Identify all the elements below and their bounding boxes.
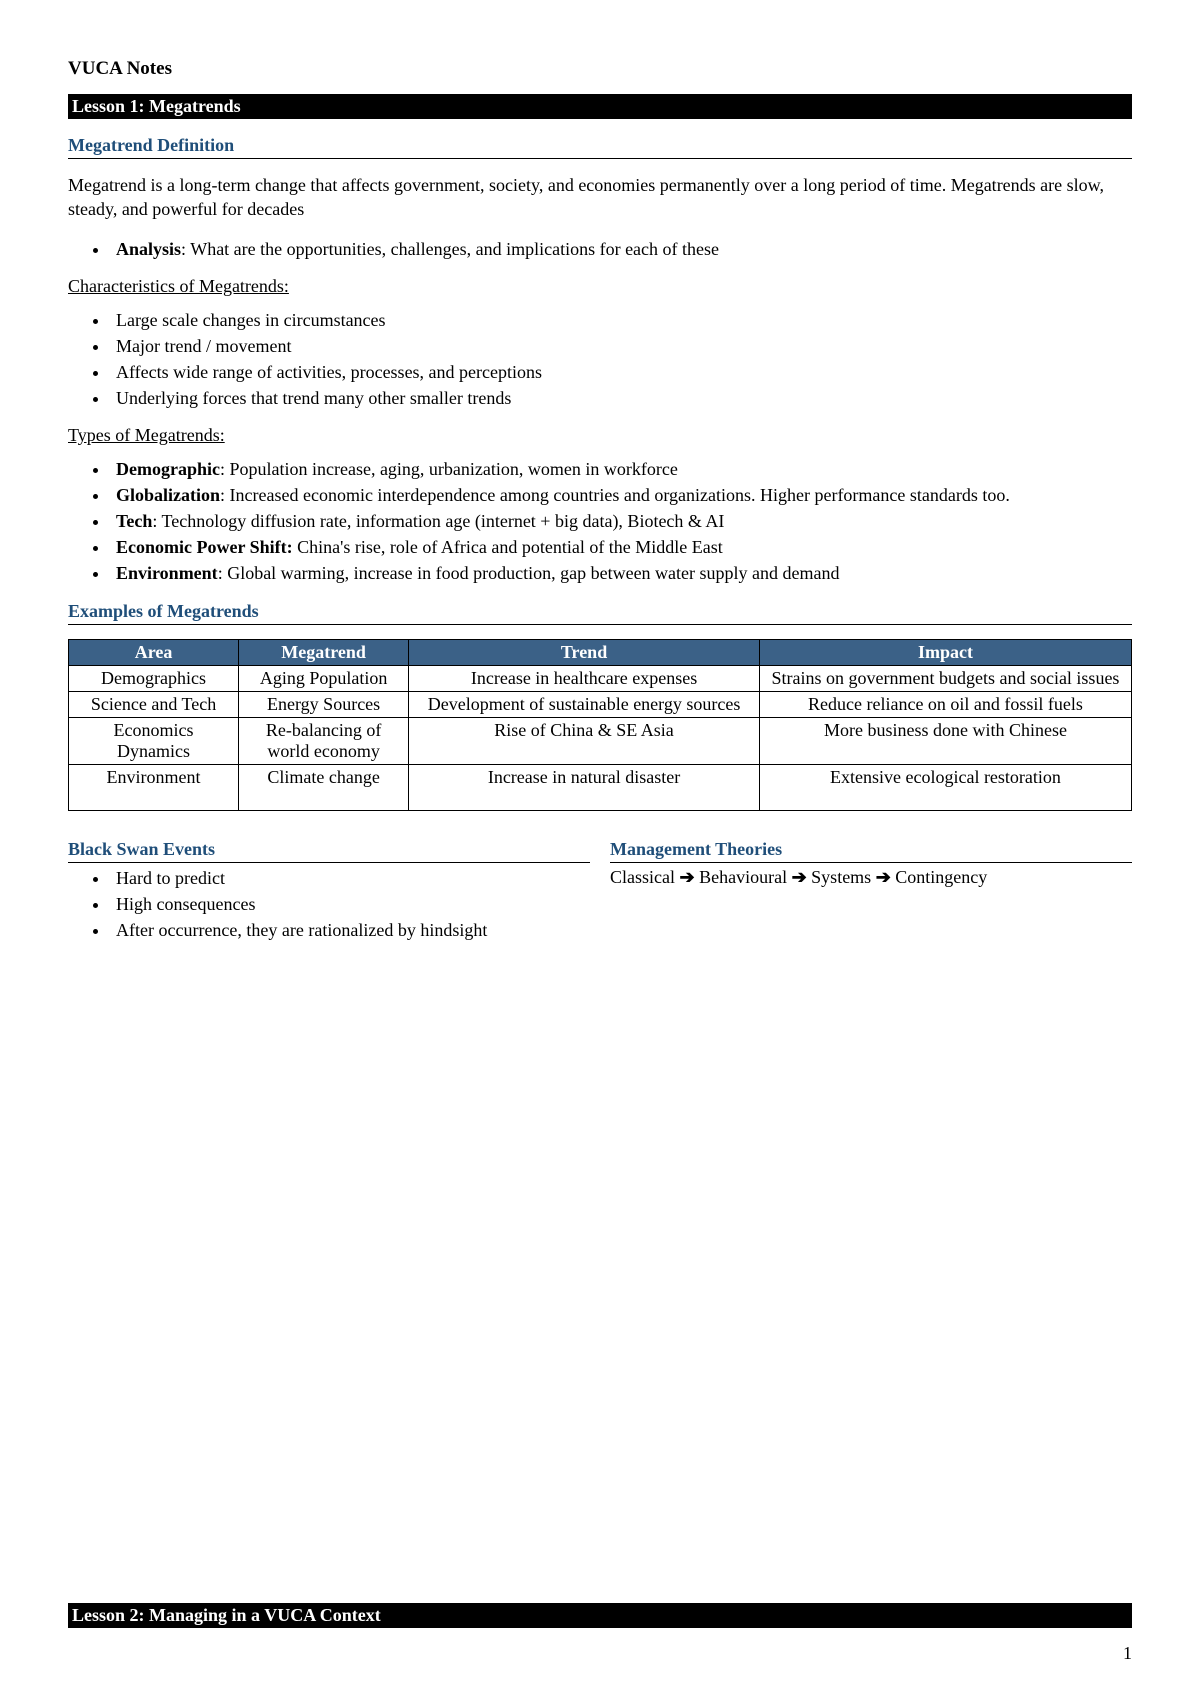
table-header-cell: Area [69,639,239,665]
document-title: VUCA Notes [68,58,1132,80]
mgmt-chain-item: Classical [610,867,675,887]
analysis-text: : What are the opportunities, challenges… [181,239,719,259]
lesson-1-header-bar: Lesson 1: Megatrends [68,94,1132,119]
type-text: : Global warming, increase in food produ… [218,563,840,583]
list-item: Major trend / movement [110,333,1132,359]
list-item: Environment: Global warming, increase in… [110,560,1132,586]
section-heading-blackswan: Black Swan Events [68,839,590,863]
page-number: 1 [1123,1643,1132,1664]
list-item: Hard to predict [110,865,590,891]
table-cell: More business done with Chinese [759,717,1131,764]
list-item: Large scale changes in circumstances [110,307,1132,333]
arrow-icon: ➔ [792,867,807,887]
table-header-row: Area Megatrend Trend Impact [69,639,1132,665]
table-header-cell: Trend [409,639,760,665]
table-cell: Rise of China & SE Asia [409,717,760,764]
table-cell: Development of sustainable energy source… [409,691,760,717]
type-label: Environment [116,563,218,583]
list-item: Globalization: Increased economic interd… [110,482,1132,508]
table-cell: Science and Tech [69,691,239,717]
lesson-2-header-bar: Lesson 2: Managing in a VUCA Context [68,1603,1132,1628]
section-heading-mgmt: Management Theories [610,839,1132,863]
definition-paragraph: Megatrend is a long-term change that aff… [68,173,1132,222]
table-cell: Extensive ecological restoration [759,764,1131,810]
type-label: Globalization [116,485,220,505]
list-item: Tech: Technology diffusion rate, informa… [110,508,1132,534]
characteristics-list: Large scale changes in circumstances Maj… [68,307,1132,411]
table-cell: Strains on government budgets and social… [759,665,1131,691]
arrow-icon: ➔ [876,867,891,887]
type-label: Economic Power Shift: [116,537,293,557]
list-item: High consequences [110,891,590,917]
table-header-cell: Megatrend [239,639,409,665]
characteristics-subheading: Characteristics of Megatrends: [68,276,1132,297]
list-item: Affects wide range of activities, proces… [110,359,1132,385]
table-row: Environment Climate change Increase in n… [69,764,1132,810]
types-subheading: Types of Megatrends: [68,425,1132,446]
types-list: Demographic: Population increase, aging,… [68,456,1132,586]
table-cell: Aging Population [239,665,409,691]
table-cell: Energy Sources [239,691,409,717]
arrow-icon: ➔ [680,867,695,887]
type-text: : Technology diffusion rate, information… [152,511,724,531]
mgmt-chain-item: Contingency [895,867,987,887]
table-row: Demographics Aging Population Increase i… [69,665,1132,691]
table-cell: Re-balancing of world economy [239,717,409,764]
type-label: Tech [116,511,152,531]
analysis-list: Analysis: What are the opportunities, ch… [68,236,1132,262]
table-row: Science and Tech Energy Sources Developm… [69,691,1132,717]
table-cell: Demographics [69,665,239,691]
type-text: : Increased economic interdependence amo… [220,485,1010,505]
type-text: China's rise, role of Africa and potenti… [293,537,723,557]
table-row: Economics Dynamics Re-balancing of world… [69,717,1132,764]
mgmt-chain-item: Systems [811,867,871,887]
list-item: After occurrence, they are rationalized … [110,917,590,943]
table-header-cell: Impact [759,639,1131,665]
mgmt-theories-column: Management Theories Classical ➔ Behaviou… [610,839,1132,957]
two-column-section: Black Swan Events Hard to predict High c… [68,839,1132,957]
analysis-bullet: Analysis: What are the opportunities, ch… [110,236,1132,262]
list-item: Economic Power Shift: China's rise, role… [110,534,1132,560]
mgmt-chain: Classical ➔ Behavioural ➔ Systems ➔ Cont… [610,865,1132,889]
table-cell: Climate change [239,764,409,810]
section-heading-examples: Examples of Megatrends [68,601,1132,625]
table-cell: Environment [69,764,239,810]
section-heading-definition: Megatrend Definition [68,135,1132,159]
table-cell: Increase in natural disaster [409,764,760,810]
table-cell: Increase in healthcare expenses [409,665,760,691]
type-label: Demographic [116,459,220,479]
megatrends-table: Area Megatrend Trend Impact Demographics… [68,639,1132,811]
page: VUCA Notes Lesson 1: Megatrends Megatren… [0,0,1200,1698]
analysis-label: Analysis [116,239,181,259]
list-item: Underlying forces that trend many other … [110,385,1132,411]
blackswan-list: Hard to predict High consequences After … [68,865,590,943]
black-swan-column: Black Swan Events Hard to predict High c… [68,839,590,957]
table-cell: Reduce reliance on oil and fossil fuels [759,691,1131,717]
table-cell: Economics Dynamics [69,717,239,764]
mgmt-chain-item: Behavioural [699,867,787,887]
type-text: : Population increase, aging, urbanizati… [220,459,678,479]
list-item: Demographic: Population increase, aging,… [110,456,1132,482]
